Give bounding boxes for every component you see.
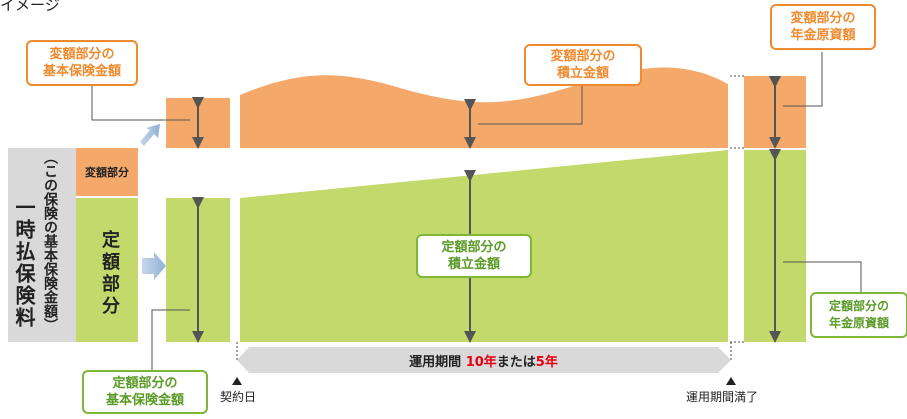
end-label: 運用期間満了 [686, 390, 759, 404]
end-marker [726, 377, 736, 385]
period-or: または [496, 355, 536, 370]
timeline-label: 運用期間 10年または5年 [249, 351, 718, 370]
variable-block [76, 148, 138, 196]
premium-sub-label: （この保険の基本保険金額） [42, 150, 58, 332]
blue-arrow-upper [140, 124, 160, 146]
start-marker [232, 377, 242, 385]
timeline-bar [237, 347, 731, 373]
period-years-b: 5年 [535, 355, 558, 370]
premium-block [8, 148, 76, 342]
header-title: イメージ [0, 0, 60, 14]
callout-fixed-accum: 定額部分の 積立金額 [416, 234, 532, 278]
period-years-a: 10年 [465, 355, 497, 370]
period-prefix: 運用期間 [409, 355, 462, 370]
premium-label: 一時払保険料 [12, 197, 36, 329]
fixed-block [76, 198, 138, 342]
blue-arrow-lower [142, 252, 166, 280]
variable-label: 変額部分 [85, 166, 129, 179]
fixed-label: 定額部分 [99, 230, 120, 318]
callout-variable-base: 変額部分の 基本保険金額 [26, 40, 138, 86]
callout-variable-accum: 変額部分の 積立金額 [524, 44, 642, 86]
callout-variable-annuity: 変額部分の 年金原資額 [770, 4, 876, 50]
callout-fixed-base: 定額部分の 基本保険金額 [82, 370, 208, 414]
start-label: 契約日 [220, 390, 257, 404]
variable-accum-area [240, 67, 728, 148]
callout-fixed-annuity: 定額部分の 年金原資額 [810, 292, 907, 338]
